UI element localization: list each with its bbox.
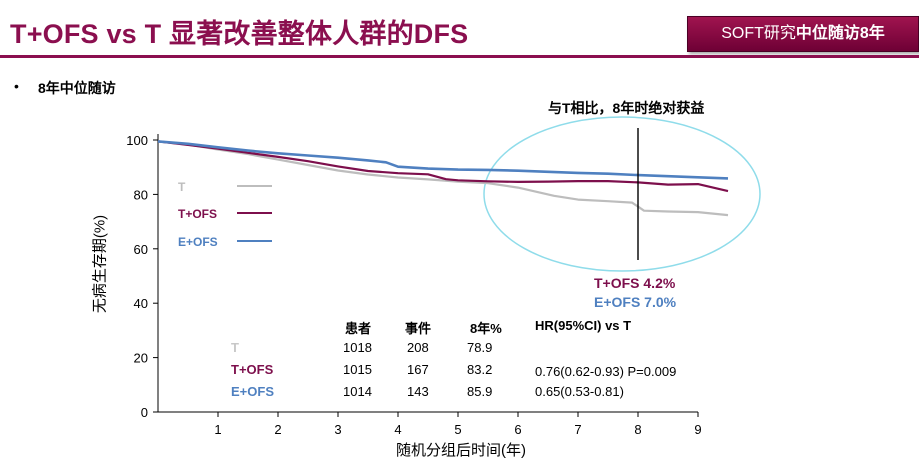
series-line-t bbox=[158, 140, 729, 217]
x-tick-label: 7 bbox=[574, 422, 581, 437]
legend-label: E+OFS bbox=[178, 235, 218, 249]
table-cell: 167 bbox=[407, 362, 429, 377]
table-cell: 1018 bbox=[343, 340, 372, 355]
diff-label-tofs: T+OFS 4.2% bbox=[594, 275, 676, 291]
x-tick-label: 6 bbox=[514, 422, 521, 437]
y-tick-label: 100 bbox=[126, 133, 148, 148]
table-header-patients: 患者 bbox=[345, 321, 372, 336]
legend-label: T bbox=[178, 180, 186, 194]
x-tick-label: 5 bbox=[454, 422, 461, 437]
x-axis-label: 随机分组后时间(年) bbox=[396, 442, 526, 459]
table-header-events: 事件 bbox=[405, 321, 432, 336]
table-cell: 1014 bbox=[343, 384, 372, 399]
x-tick-label: 3 bbox=[334, 422, 341, 437]
study-badge: SOFT研究中位随访8年 bbox=[687, 16, 919, 52]
y-tick-label: 40 bbox=[134, 296, 148, 311]
badge-prefix: SOFT研究 bbox=[721, 25, 796, 42]
x-tick-label: 8 bbox=[634, 422, 641, 437]
table-cell: 85.9 bbox=[467, 384, 493, 399]
bullet-dot: • bbox=[14, 78, 19, 94]
table-header-hr: HR(95%CI) vs T bbox=[535, 318, 632, 333]
table-cell: 83.2 bbox=[467, 362, 493, 377]
x-tick-label: 4 bbox=[394, 422, 401, 437]
table-row-name: T+OFS bbox=[231, 362, 274, 377]
table-row-name: T bbox=[231, 340, 239, 355]
table-header-8yr: 8年% bbox=[470, 321, 502, 336]
x-tick-label: 9 bbox=[694, 422, 701, 437]
bullet-text: 8年中位随访 bbox=[38, 80, 116, 96]
badge-bold: 中位随访8年 bbox=[795, 25, 885, 42]
table-cell: 208 bbox=[407, 340, 429, 355]
highlight-circle bbox=[483, 116, 761, 272]
slide-title: T+OFS vs T 显著改善整体人群的DFS bbox=[10, 19, 469, 49]
y-tick-label: 20 bbox=[134, 351, 148, 366]
y-tick-label: 80 bbox=[134, 187, 148, 202]
y-tick-label: 0 bbox=[141, 405, 148, 420]
y-tick-label: 60 bbox=[134, 242, 148, 257]
series-line-e-ofs bbox=[158, 140, 729, 180]
table-row-name: E+OFS bbox=[231, 384, 274, 399]
callout-text: 与T相比，8年时绝对获益 bbox=[548, 100, 705, 116]
series-line-t-ofs bbox=[158, 140, 729, 193]
table-cell-hr: 0.76(0.62-0.93) P=0.009 bbox=[535, 364, 677, 379]
x-tick-label: 2 bbox=[274, 422, 281, 437]
table-cell-hr: 0.65(0.53-0.81) bbox=[535, 384, 624, 399]
title-divider bbox=[0, 55, 919, 58]
table-cell: 143 bbox=[407, 384, 429, 399]
table-cell: 78.9 bbox=[467, 340, 493, 355]
y-axis-label: 无病生存期(%) bbox=[91, 214, 109, 314]
table-cell: 1015 bbox=[343, 362, 372, 377]
x-tick-label: 1 bbox=[214, 422, 221, 437]
diff-label-eofs: E+OFS 7.0% bbox=[594, 294, 677, 310]
legend-label: T+OFS bbox=[178, 207, 217, 221]
